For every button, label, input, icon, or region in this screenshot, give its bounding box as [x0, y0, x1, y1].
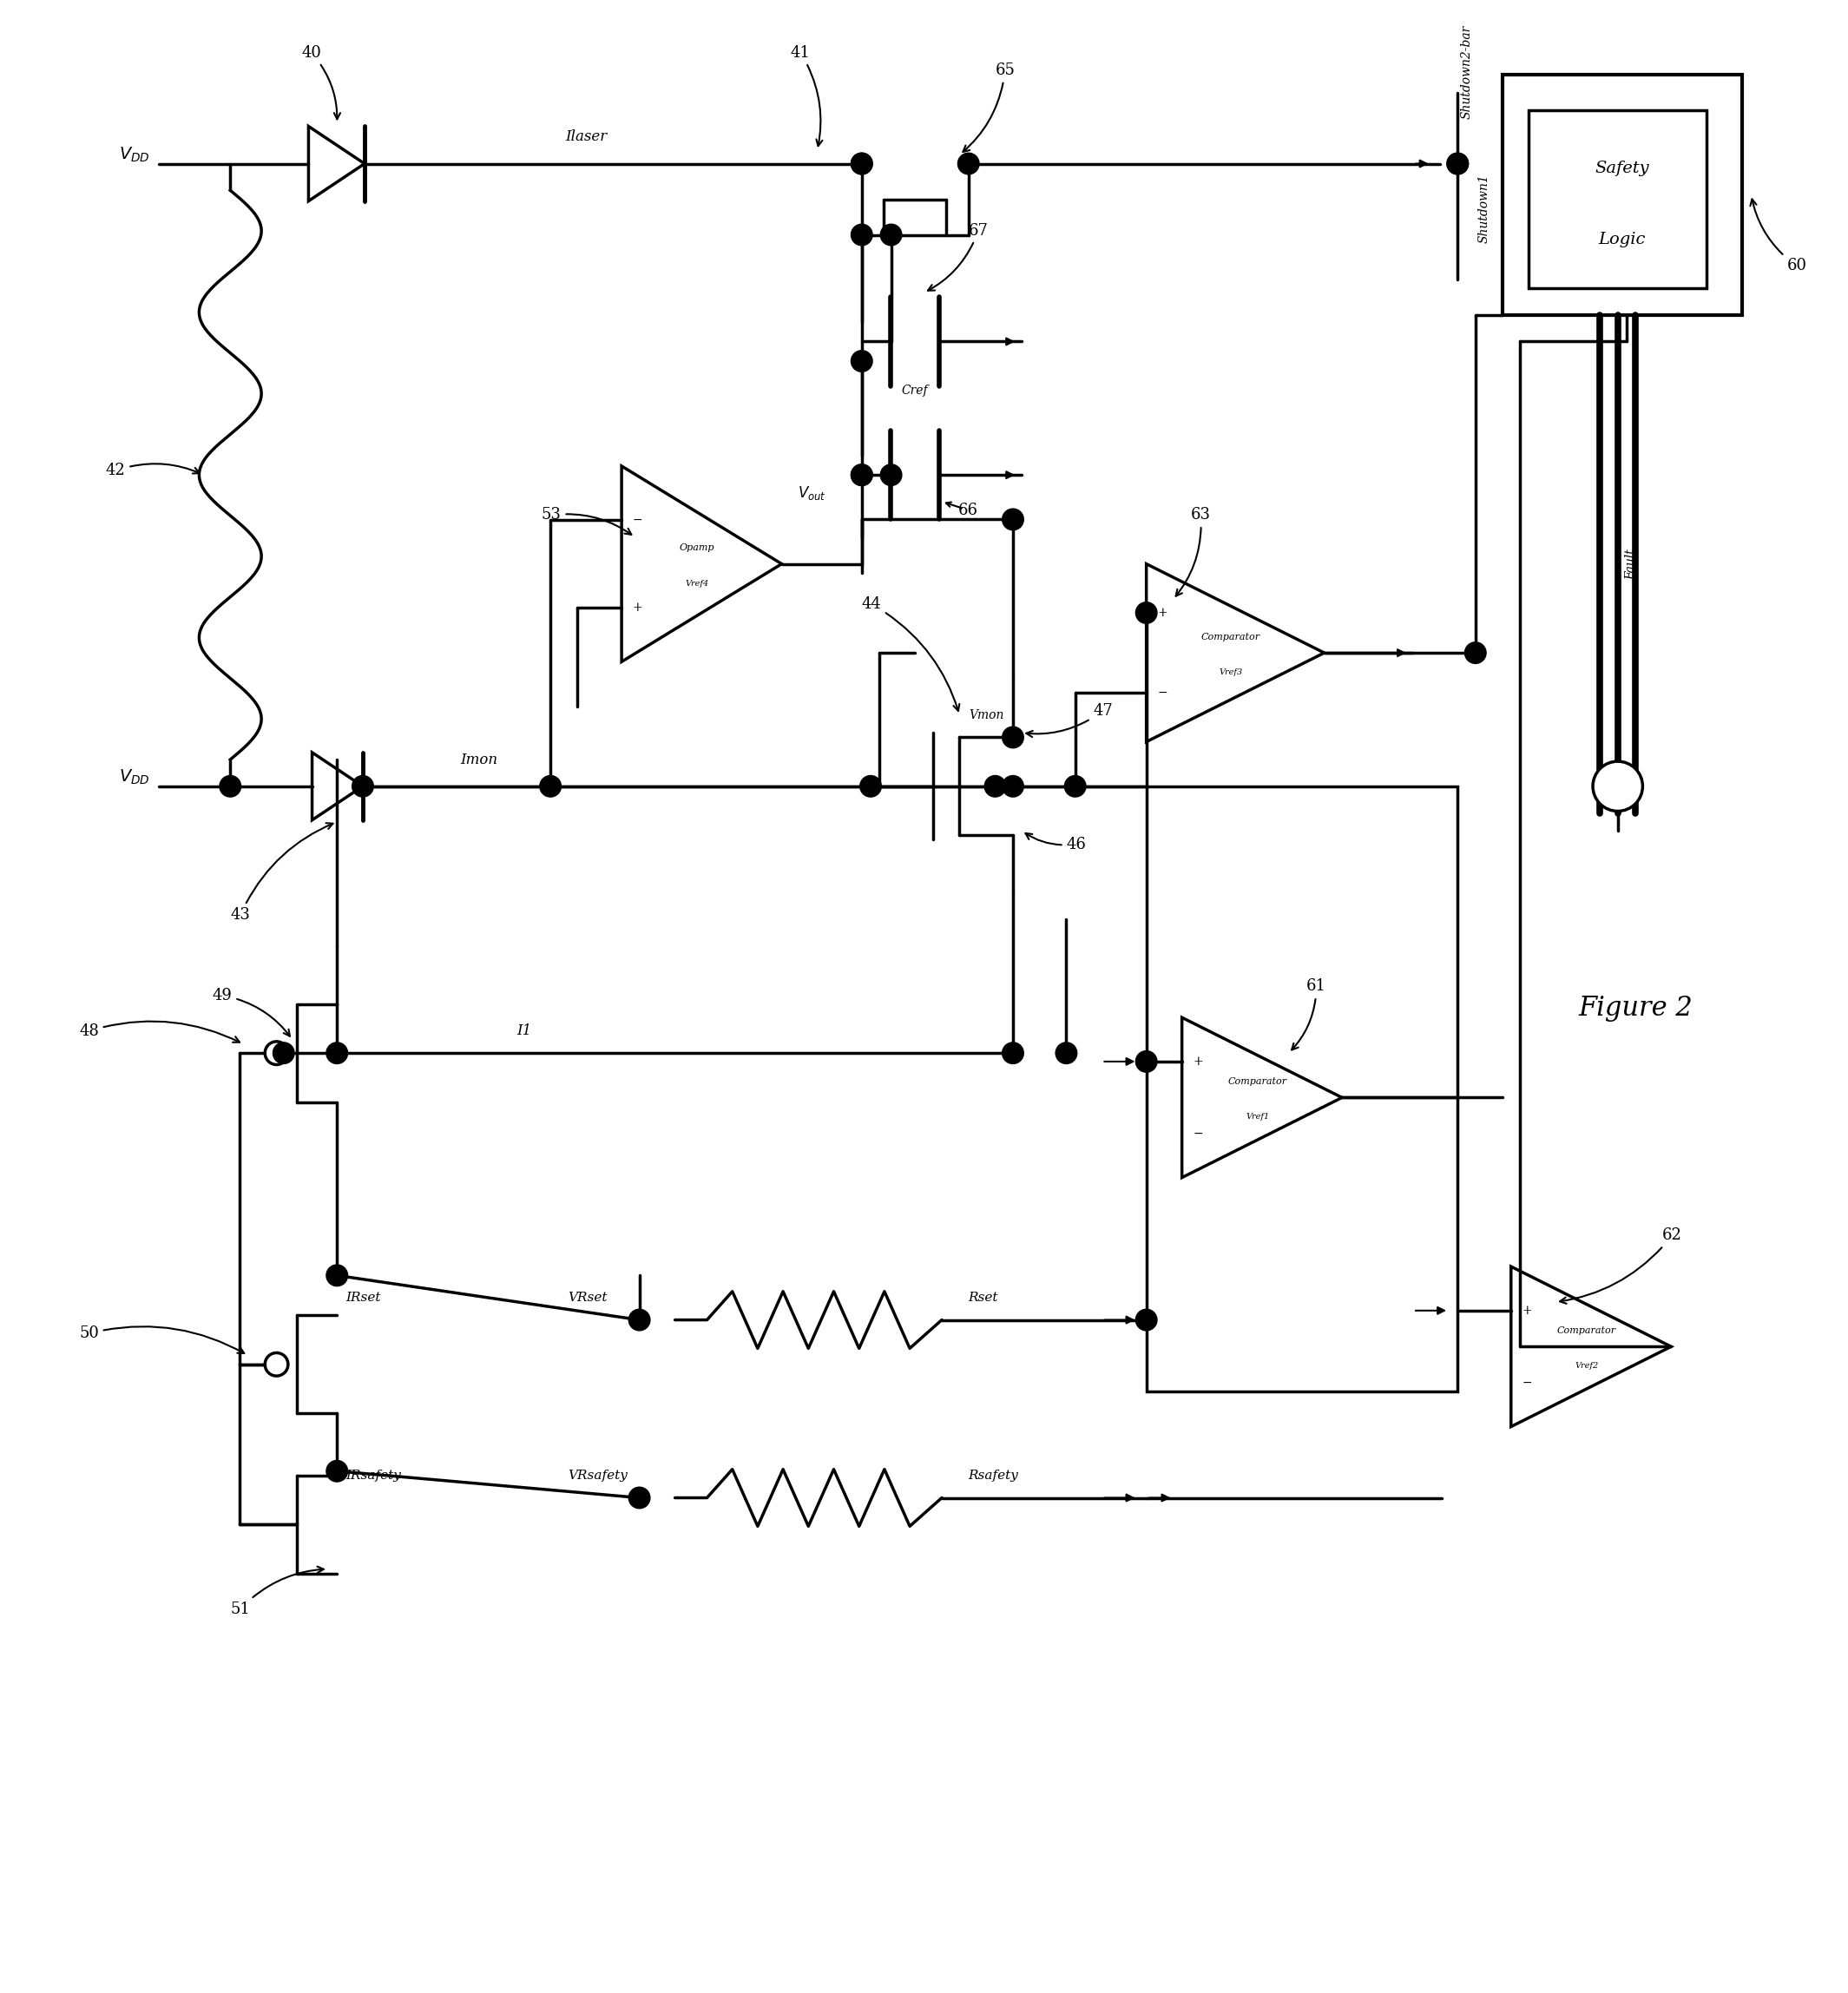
Text: Safety: Safety — [1595, 159, 1650, 175]
Circle shape — [880, 223, 902, 245]
Text: 47: 47 — [1026, 704, 1112, 737]
Text: Comparator: Comparator — [1558, 1325, 1617, 1335]
Circle shape — [1137, 1050, 1157, 1072]
Circle shape — [540, 775, 562, 797]
Circle shape — [852, 464, 872, 486]
Text: Vref2: Vref2 — [1574, 1363, 1599, 1369]
Text: Imon: Imon — [460, 751, 497, 767]
Text: Cref: Cref — [902, 385, 928, 397]
Text: 65: 65 — [963, 62, 1015, 151]
Text: IRsafety: IRsafety — [346, 1469, 401, 1481]
Circle shape — [852, 153, 872, 173]
Text: 63: 63 — [1175, 508, 1210, 596]
Text: Vmon: Vmon — [968, 710, 1003, 721]
Circle shape — [859, 775, 881, 797]
Circle shape — [1002, 508, 1024, 530]
Text: 50: 50 — [79, 1325, 244, 1353]
Text: +: + — [1157, 606, 1168, 620]
Circle shape — [985, 775, 1005, 797]
Circle shape — [1465, 642, 1486, 664]
Circle shape — [327, 1042, 347, 1064]
Text: 41: 41 — [791, 44, 822, 145]
Circle shape — [327, 1266, 347, 1285]
Text: Fault: Fault — [1624, 548, 1637, 580]
Text: VRsafety: VRsafety — [567, 1469, 628, 1481]
Circle shape — [1002, 727, 1024, 747]
Text: −: − — [1157, 688, 1168, 700]
Circle shape — [1137, 602, 1157, 624]
Circle shape — [1055, 1042, 1077, 1064]
Text: 60: 60 — [1750, 199, 1807, 273]
Circle shape — [852, 223, 872, 245]
Text: Opamp: Opamp — [680, 544, 715, 552]
Circle shape — [957, 153, 979, 173]
Text: 66: 66 — [959, 502, 978, 518]
Circle shape — [327, 1461, 347, 1481]
Text: $V_{out}$: $V_{out}$ — [798, 484, 826, 502]
Text: IRset: IRset — [346, 1291, 381, 1303]
Text: 67: 67 — [928, 223, 989, 291]
Text: −: − — [632, 514, 643, 526]
Circle shape — [880, 464, 902, 486]
Text: 53: 53 — [541, 508, 632, 534]
Text: Vref4: Vref4 — [686, 580, 710, 588]
Text: Figure 2: Figure 2 — [1578, 995, 1693, 1022]
Text: I1: I1 — [516, 1024, 530, 1038]
Text: Comparator: Comparator — [1201, 632, 1260, 642]
Text: Comparator: Comparator — [1227, 1076, 1286, 1086]
Text: Logic: Logic — [1599, 231, 1647, 247]
Circle shape — [628, 1309, 650, 1331]
Circle shape — [852, 153, 872, 173]
Text: 43: 43 — [231, 823, 333, 923]
Circle shape — [1064, 775, 1087, 797]
Text: 44: 44 — [861, 596, 959, 712]
Text: +: + — [632, 602, 643, 614]
Circle shape — [852, 351, 872, 373]
Text: Shutdown2-bar: Shutdown2-bar — [1460, 26, 1473, 120]
Text: −: − — [1194, 1128, 1203, 1140]
Text: Vref1: Vref1 — [1246, 1114, 1270, 1120]
Circle shape — [852, 464, 872, 486]
Text: 42: 42 — [105, 462, 200, 478]
Text: +: + — [1523, 1305, 1532, 1317]
Text: Ilaser: Ilaser — [565, 130, 606, 143]
Text: Shutdown1: Shutdown1 — [1478, 173, 1489, 243]
Circle shape — [1137, 1309, 1157, 1331]
Circle shape — [1002, 1042, 1024, 1064]
Circle shape — [1447, 153, 1469, 173]
Circle shape — [274, 1042, 294, 1064]
Circle shape — [1447, 153, 1469, 173]
Text: VRset: VRset — [567, 1291, 608, 1303]
Circle shape — [1593, 761, 1643, 811]
Text: 49: 49 — [213, 989, 290, 1036]
Text: +: + — [1194, 1056, 1203, 1068]
Circle shape — [220, 775, 240, 797]
Text: 46: 46 — [1026, 833, 1087, 851]
Text: Rset: Rset — [968, 1291, 998, 1303]
Text: −: − — [1523, 1377, 1532, 1389]
Text: Rsafety: Rsafety — [968, 1469, 1018, 1481]
Text: Vref3: Vref3 — [1220, 668, 1242, 676]
Text: 62: 62 — [1560, 1228, 1682, 1303]
Text: 40: 40 — [301, 44, 340, 120]
Circle shape — [353, 775, 373, 797]
Text: 61: 61 — [1292, 979, 1327, 1050]
Text: $V_{DD}$: $V_{DD}$ — [120, 767, 150, 787]
Text: 48: 48 — [79, 1020, 240, 1042]
Text: $V_{DD}$: $V_{DD}$ — [120, 145, 150, 163]
Circle shape — [628, 1487, 650, 1509]
Circle shape — [1002, 775, 1024, 797]
Text: 51: 51 — [231, 1566, 323, 1616]
